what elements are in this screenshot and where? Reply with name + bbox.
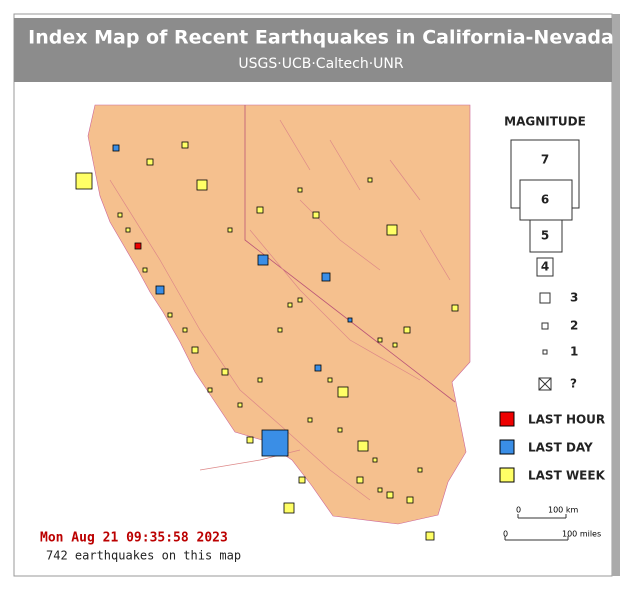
scale-mi-0: 0 — [503, 530, 508, 539]
quake — [372, 457, 378, 463]
quake — [356, 476, 364, 484]
quake — [312, 211, 320, 219]
day-swatch — [499, 439, 515, 455]
quake — [256, 206, 264, 214]
scale-km-0: 0 — [516, 506, 521, 515]
size-label: 3 — [570, 291, 578, 305]
quake — [182, 327, 188, 333]
quake — [207, 387, 213, 393]
legend-boxes — [510, 139, 580, 391]
quake — [406, 496, 414, 504]
quake — [297, 187, 303, 193]
quake — [125, 227, 131, 233]
quake — [261, 429, 289, 457]
quake — [75, 172, 93, 190]
quake — [117, 212, 123, 218]
quake — [146, 158, 154, 166]
quake — [155, 285, 165, 295]
quake-markers — [75, 141, 459, 541]
quake — [337, 386, 349, 398]
quake — [246, 436, 254, 444]
quake — [337, 427, 343, 433]
quake — [357, 440, 369, 452]
quake — [112, 144, 120, 152]
quake — [321, 272, 331, 282]
quake — [297, 297, 303, 303]
size-label: 1 — [570, 345, 578, 359]
quake — [327, 377, 333, 383]
size-label: ? — [570, 377, 577, 391]
quake — [377, 337, 383, 343]
legend-hour: LAST HOUR — [528, 413, 605, 427]
legend-title: MAGNITUDE — [504, 115, 586, 129]
quake — [347, 317, 353, 323]
scale-km: 100 km — [548, 506, 578, 515]
quake — [403, 326, 411, 334]
quake — [191, 346, 199, 354]
quake — [451, 304, 459, 312]
title: Index Map of Recent Earthquakes in Calif… — [28, 27, 614, 49]
quake — [167, 312, 173, 318]
state-border — [244, 105, 456, 403]
quake — [181, 141, 189, 149]
quake — [257, 254, 269, 266]
scale-bars — [504, 514, 569, 541]
quake — [367, 177, 373, 183]
quake — [298, 476, 306, 484]
quake-count: 742 earthquakes on this map — [46, 549, 241, 563]
quake — [307, 417, 313, 423]
quake — [417, 467, 423, 473]
size-label: 2 — [570, 319, 578, 333]
quake — [287, 302, 293, 308]
quake — [392, 342, 398, 348]
quake — [142, 267, 148, 273]
quake — [314, 364, 322, 372]
scroll-edge — [612, 14, 620, 576]
quake — [377, 487, 383, 493]
quake — [196, 179, 208, 191]
size-label: 4 — [541, 260, 549, 274]
week-swatch — [499, 467, 515, 483]
subtitle: USGS·UCB·Caltech·UNR — [238, 56, 403, 72]
quake — [283, 502, 295, 514]
header-band — [14, 18, 612, 82]
quake — [134, 242, 142, 250]
quake — [227, 227, 233, 233]
quake — [277, 327, 283, 333]
timestamp: Mon Aug 21 09:35:58 2023 — [40, 531, 228, 546]
legend-day: LAST DAY — [528, 441, 593, 455]
quake — [386, 224, 398, 236]
quake — [221, 368, 229, 376]
legend-week: LAST WEEK — [528, 469, 606, 483]
quake — [425, 531, 435, 541]
quake — [257, 377, 263, 383]
hour-swatch — [499, 411, 515, 427]
land — [87, 104, 471, 525]
quake — [237, 402, 243, 408]
size-label: 5 — [541, 229, 549, 243]
size-label: 7 — [541, 153, 549, 167]
quake — [386, 491, 394, 499]
size-label: 6 — [541, 193, 549, 207]
scale-mi: 100 miles — [562, 530, 601, 539]
